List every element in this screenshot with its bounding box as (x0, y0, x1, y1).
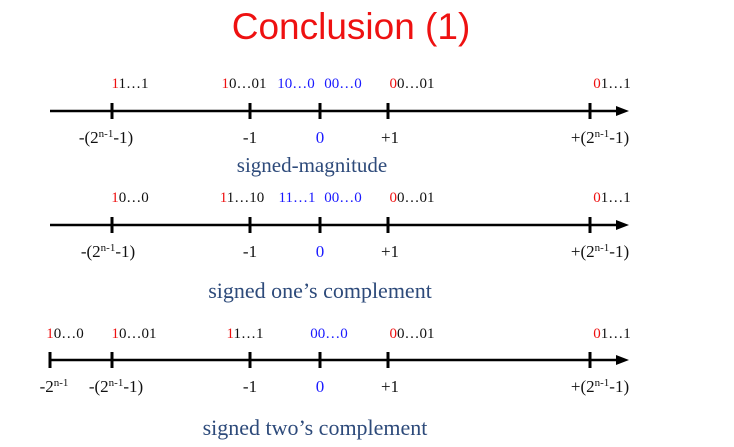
number-line-2 (50, 217, 629, 233)
bit-pattern-label: 10…01 (222, 76, 267, 92)
number-line-1 (50, 103, 629, 119)
value-label: +(2n-1-1) (571, 242, 629, 261)
bit-pattern-label: 10…0 (111, 190, 149, 206)
number-line-3 (48, 352, 629, 368)
value-label: -1 (243, 242, 257, 261)
value-label: +1 (381, 377, 399, 396)
value-label: +1 (381, 242, 399, 261)
representation-caption: signed two’s complement (203, 415, 428, 440)
bit-pattern-label: 01…1 (593, 190, 631, 206)
bit-pattern-label: 00…0 (310, 326, 348, 342)
value-label: +1 (381, 128, 399, 147)
value-label: -(2n-1-1) (79, 128, 133, 147)
value-label: -(2n-1-1) (81, 242, 135, 261)
representation-caption: signed-magnitude (237, 153, 387, 177)
bit-pattern-label: 00…0 (324, 190, 362, 206)
bit-pattern-label: 11…1 (279, 190, 316, 206)
bit-pattern-label: 10…0 (277, 76, 315, 92)
bit-pattern-label: 00…01 (390, 326, 435, 342)
arrow-head-icon (616, 220, 629, 230)
value-label: +(2n-1-1) (571, 377, 629, 396)
value-label: +(2n-1-1) (571, 128, 629, 147)
arrow-head-icon (616, 106, 629, 116)
bit-pattern-label: 01…1 (593, 326, 631, 342)
bit-pattern-label: 01…1 (593, 76, 631, 92)
bit-pattern-label: 00…01 (390, 190, 435, 206)
value-label: -2n-1 (40, 377, 69, 396)
value-label: 0 (316, 377, 325, 396)
bit-pattern-label: 11…1 (227, 326, 264, 342)
bit-pattern-label: 11…10 (220, 190, 264, 206)
bit-pattern-label: 10…0 (46, 326, 84, 342)
arrow-head-icon (616, 355, 629, 365)
bit-pattern-label: 11…1 (112, 76, 149, 92)
value-label: -1 (243, 377, 257, 396)
bit-pattern-label: 10…01 (112, 326, 157, 342)
bit-pattern-label: 00…01 (390, 76, 435, 92)
value-label: -1 (243, 128, 257, 147)
representation-caption: signed one’s complement (208, 278, 432, 303)
bit-pattern-label: 00…0 (324, 76, 362, 92)
value-label: 0 (316, 242, 325, 261)
slide-title: Conclusion (1) (231, 6, 471, 47)
value-label: -(2n-1-1) (89, 377, 143, 396)
value-label: 0 (316, 128, 325, 147)
